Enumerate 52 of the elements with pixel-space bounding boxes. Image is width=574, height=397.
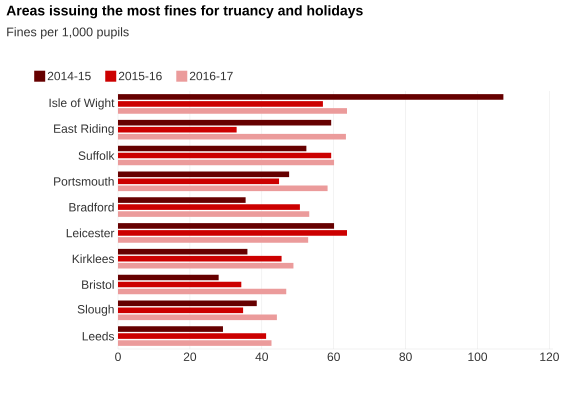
bar	[118, 314, 277, 320]
chart-subtitle: Fines per 1,000 pupils	[7, 27, 129, 39]
y-tick-label: Bradford	[69, 202, 114, 212]
x-tick-label: 60	[328, 352, 340, 362]
y-tick-label: Leeds	[82, 332, 114, 340]
y-tick-label: Isle of Wight	[50, 98, 114, 110]
bar	[118, 326, 223, 332]
bar	[118, 204, 300, 210]
y-tick-label: Suffolk	[78, 151, 114, 160]
bar	[118, 211, 310, 217]
bar	[118, 274, 219, 280]
bar	[118, 256, 282, 262]
x-tick-label: 80	[399, 352, 412, 362]
legend-label: 2014-15	[48, 72, 91, 80]
bar	[118, 120, 332, 126]
bar	[118, 126, 237, 133]
y-tick-label: Leicester	[66, 228, 114, 238]
y-tick-label: Slough	[78, 304, 114, 316]
chart-title: Areas issuing the most fines for truancy and holidays	[6, 5, 363, 18]
x-tick-label: 0	[115, 352, 121, 362]
bar	[118, 134, 346, 140]
x-tick-label: 100	[468, 352, 488, 362]
bar	[118, 146, 306, 152]
bar	[118, 333, 266, 339]
bar	[118, 223, 334, 229]
bar	[118, 108, 348, 114]
bar	[118, 172, 290, 178]
bar	[118, 152, 332, 158]
bar	[118, 308, 244, 314]
bar	[118, 262, 294, 269]
x-tick-label: 20	[184, 352, 196, 362]
legend-label: 2016-17	[190, 72, 233, 80]
bar	[118, 340, 272, 346]
bar	[118, 178, 280, 184]
y-tick-label: East Riding	[54, 124, 114, 136]
bar	[118, 237, 308, 243]
bar	[118, 282, 242, 288]
bar	[118, 160, 334, 166]
y-tick-label: Kirklees	[72, 254, 114, 264]
bar	[118, 94, 504, 100]
bar	[118, 288, 286, 294]
y-tick-label: Bristol	[82, 280, 114, 289]
bar	[118, 300, 257, 306]
y-tick-label: Portsmouth	[54, 176, 114, 186]
x-tick-label: 120	[540, 352, 559, 362]
legend-label: 2015-16	[118, 72, 162, 80]
bar	[118, 197, 246, 203]
bar	[118, 248, 248, 255]
x-tick-label: 40	[255, 352, 268, 362]
bar	[118, 101, 323, 107]
bar	[118, 186, 328, 192]
bar	[118, 230, 348, 236]
